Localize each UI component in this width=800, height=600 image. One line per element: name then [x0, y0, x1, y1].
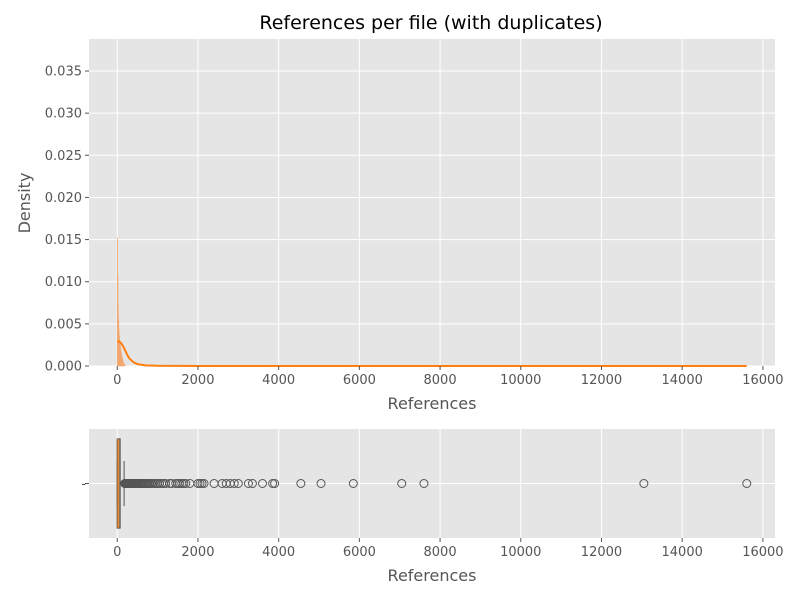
- outlier-point: [181, 479, 191, 488]
- outlier-point: [639, 479, 649, 488]
- density-plot-x-ticks: 0 2000 4000 6000 8000 10000 12000 14000 16000: [113, 366, 784, 388]
- box-plot-grid: [89, 429, 775, 538]
- box-plot-x-axis-label: References: [388, 566, 477, 585]
- density-x-tick-label: 6000: [343, 373, 376, 388]
- density-y-tick-label: 0.035: [45, 65, 82, 80]
- box-x-tick-label: 12000: [581, 545, 622, 560]
- density-x-tick-label: 2000: [181, 373, 214, 388]
- density-y-tick-label: 0.015: [45, 233, 82, 248]
- density-y-tick-label: 0.020: [45, 191, 82, 206]
- density-plot: 0 2000 4000 6000 8000 10000 12000 14000 16000 0.…: [15, 39, 784, 413]
- density-y-tick-label: 0.030: [45, 107, 82, 122]
- density-x-tick-label: 12000: [581, 373, 622, 388]
- outlier-point: [199, 479, 209, 488]
- box-iqr: [116, 438, 121, 529]
- density-y-tick-label: 0.025: [45, 149, 82, 164]
- outlier-point: [243, 479, 253, 488]
- density-x-tick-label: 14000: [662, 373, 703, 388]
- density-x-tick-label: 16000: [742, 373, 783, 388]
- box-x-tick-label: 14000: [662, 545, 703, 560]
- box-plot-y-tick-label: -: [81, 477, 86, 492]
- outlier-point: [270, 479, 280, 488]
- outlier-point: [296, 479, 306, 488]
- box-x-tick-label: 10000: [500, 545, 541, 560]
- box-x-tick-label: 0: [113, 545, 121, 560]
- kde-line: [117, 340, 747, 367]
- density-y-tick-label: 0.010: [45, 275, 82, 290]
- box-x-tick-label: 4000: [262, 545, 295, 560]
- density-y-tick-label: 0.005: [45, 317, 82, 332]
- density-x-tick-label: 8000: [424, 373, 457, 388]
- box-x-tick-label: 2000: [181, 545, 214, 560]
- outlier-point: [316, 479, 326, 488]
- box-plot-outliers: [120, 479, 752, 488]
- density-x-tick-label: 0: [113, 373, 121, 388]
- density-plot-x-axis-label: References: [388, 394, 477, 413]
- outlier-point: [397, 479, 407, 488]
- box-x-tick-label: 6000: [343, 545, 376, 560]
- box-plot: 0 2000 4000 6000 8000 10000 12000 14000 16000 - …: [81, 429, 784, 585]
- density-plot-background: [89, 39, 775, 366]
- density-x-tick-label: 4000: [262, 373, 295, 388]
- outlier-point: [233, 479, 243, 488]
- outlier-point: [247, 479, 257, 488]
- outlier-point: [742, 479, 752, 488]
- outlier-point: [229, 479, 239, 488]
- outlier-point: [348, 479, 358, 488]
- box-plot-x-ticks: 0 2000 4000 6000 8000 10000 12000 14000 16000: [85, 483, 784, 560]
- outlier-point: [258, 479, 268, 488]
- chart-title: References per file (with duplicates): [259, 12, 602, 34]
- density-plot-y-ticks: 0.000 0.005 0.010 0.015 0.020 0.025 0.030 0.035: [45, 65, 89, 375]
- box-x-tick-label: 8000: [424, 545, 457, 560]
- density-plot-y-axis-label: Density: [15, 173, 34, 234]
- box-x-tick-label: 16000: [742, 545, 783, 560]
- outlier-point: [161, 479, 171, 488]
- density-x-tick-label: 10000: [500, 373, 541, 388]
- density-y-tick-label: 0.000: [45, 360, 82, 375]
- histogram-bar: [123, 364, 126, 367]
- outlier-point: [419, 479, 429, 488]
